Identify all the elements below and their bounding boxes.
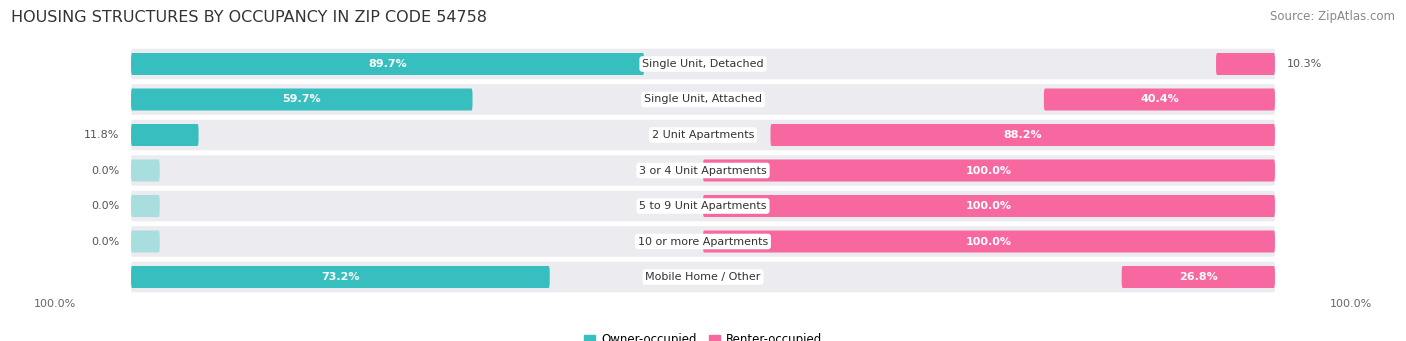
Text: 88.2%: 88.2% (1004, 130, 1042, 140)
FancyBboxPatch shape (131, 124, 198, 146)
Text: 0.0%: 0.0% (91, 165, 120, 176)
Text: 100.0%: 100.0% (966, 237, 1012, 247)
Text: 2 Unit Apartments: 2 Unit Apartments (652, 130, 754, 140)
FancyBboxPatch shape (770, 124, 1275, 146)
FancyBboxPatch shape (131, 49, 1275, 79)
FancyBboxPatch shape (131, 53, 644, 75)
Text: 10 or more Apartments: 10 or more Apartments (638, 237, 768, 247)
Text: 0.0%: 0.0% (91, 237, 120, 247)
Text: 10.3%: 10.3% (1286, 59, 1322, 69)
Legend: Owner-occupied, Renter-occupied: Owner-occupied, Renter-occupied (579, 329, 827, 341)
Text: Source: ZipAtlas.com: Source: ZipAtlas.com (1270, 10, 1395, 23)
Text: 100.0%: 100.0% (966, 201, 1012, 211)
Text: 5 to 9 Unit Apartments: 5 to 9 Unit Apartments (640, 201, 766, 211)
Text: Single Unit, Detached: Single Unit, Detached (643, 59, 763, 69)
FancyBboxPatch shape (131, 262, 1275, 292)
FancyBboxPatch shape (703, 195, 1275, 217)
Text: Single Unit, Attached: Single Unit, Attached (644, 94, 762, 104)
FancyBboxPatch shape (1122, 266, 1275, 288)
Text: 89.7%: 89.7% (368, 59, 406, 69)
FancyBboxPatch shape (131, 231, 160, 252)
Text: 11.8%: 11.8% (84, 130, 120, 140)
FancyBboxPatch shape (131, 195, 160, 217)
FancyBboxPatch shape (131, 191, 1275, 221)
Text: 40.4%: 40.4% (1140, 94, 1178, 104)
FancyBboxPatch shape (131, 226, 1275, 257)
FancyBboxPatch shape (703, 160, 1275, 181)
Text: 100.0%: 100.0% (1330, 299, 1372, 309)
FancyBboxPatch shape (131, 89, 472, 110)
Text: 73.2%: 73.2% (321, 272, 360, 282)
Text: 59.7%: 59.7% (283, 94, 321, 104)
FancyBboxPatch shape (131, 120, 1275, 150)
FancyBboxPatch shape (131, 266, 550, 288)
Text: 3 or 4 Unit Apartments: 3 or 4 Unit Apartments (640, 165, 766, 176)
Text: 100.0%: 100.0% (34, 299, 76, 309)
Text: 26.8%: 26.8% (1178, 272, 1218, 282)
Text: 100.0%: 100.0% (966, 165, 1012, 176)
FancyBboxPatch shape (1216, 53, 1275, 75)
FancyBboxPatch shape (131, 155, 1275, 186)
FancyBboxPatch shape (131, 160, 160, 181)
FancyBboxPatch shape (703, 231, 1275, 252)
FancyBboxPatch shape (131, 84, 1275, 115)
Text: HOUSING STRUCTURES BY OCCUPANCY IN ZIP CODE 54758: HOUSING STRUCTURES BY OCCUPANCY IN ZIP C… (11, 10, 488, 25)
Text: 0.0%: 0.0% (91, 201, 120, 211)
FancyBboxPatch shape (1043, 89, 1275, 110)
Text: Mobile Home / Other: Mobile Home / Other (645, 272, 761, 282)
